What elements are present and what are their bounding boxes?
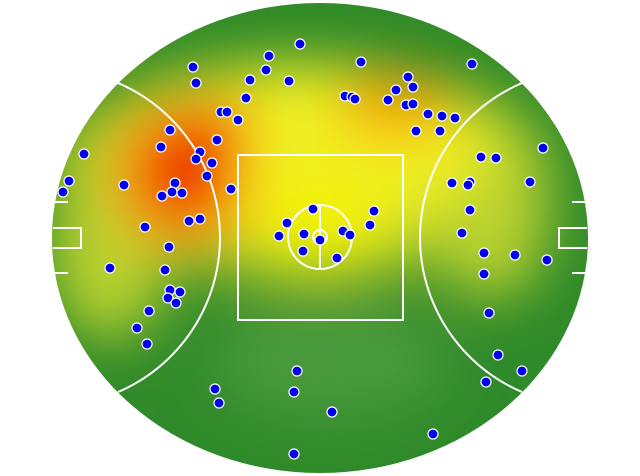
point [524, 176, 536, 188]
point [283, 75, 295, 87]
point [190, 153, 202, 165]
point [263, 50, 275, 62]
point [480, 376, 492, 388]
point [143, 305, 155, 317]
point [118, 179, 130, 191]
point [407, 98, 419, 110]
point [260, 64, 272, 76]
point [537, 142, 549, 154]
point [190, 77, 202, 89]
point [407, 81, 419, 93]
point [159, 264, 171, 276]
point [288, 448, 300, 460]
point [240, 92, 252, 104]
point [314, 234, 326, 246]
point [492, 349, 504, 361]
point [164, 124, 176, 136]
point [131, 322, 143, 334]
point [183, 215, 195, 227]
point [211, 134, 223, 146]
point [483, 307, 495, 319]
point [232, 114, 244, 126]
point [475, 151, 487, 163]
point [291, 365, 303, 377]
field-lines [53, 82, 587, 393]
point [162, 292, 174, 304]
point [104, 262, 116, 274]
point [436, 110, 448, 122]
point [355, 56, 367, 68]
point [155, 141, 167, 153]
point [402, 71, 414, 83]
point [344, 229, 356, 241]
point [163, 241, 175, 253]
point [410, 125, 422, 137]
point [225, 183, 237, 195]
point [509, 249, 521, 261]
point [209, 383, 221, 395]
point [478, 268, 490, 280]
points [57, 38, 553, 460]
point [434, 125, 446, 137]
point [288, 386, 300, 398]
point [281, 217, 293, 229]
point [464, 204, 476, 216]
point [490, 152, 502, 164]
point [449, 112, 461, 124]
point [156, 190, 168, 202]
point [294, 38, 306, 50]
point [368, 205, 380, 217]
point [446, 177, 458, 189]
point [307, 203, 319, 215]
point [206, 157, 218, 169]
point [78, 148, 90, 160]
point [382, 94, 394, 106]
point [244, 74, 256, 86]
point [194, 213, 206, 225]
point [213, 397, 225, 409]
point [456, 227, 468, 239]
point [462, 179, 474, 191]
point [166, 186, 178, 198]
point [221, 106, 233, 118]
point [57, 186, 69, 198]
point [170, 297, 182, 309]
point [427, 428, 439, 440]
point [516, 365, 528, 377]
point [187, 61, 199, 73]
point [331, 252, 343, 264]
point [478, 247, 490, 259]
point [541, 254, 553, 266]
point [141, 338, 153, 350]
point [139, 221, 151, 233]
point [422, 108, 434, 120]
point [201, 170, 213, 182]
point [174, 286, 186, 298]
point [390, 84, 402, 96]
point [63, 175, 75, 187]
point [349, 93, 361, 105]
point [326, 406, 338, 418]
point [273, 230, 285, 242]
point [466, 58, 478, 70]
point [297, 245, 309, 257]
point [298, 228, 310, 240]
point [364, 219, 376, 231]
point [176, 187, 188, 199]
